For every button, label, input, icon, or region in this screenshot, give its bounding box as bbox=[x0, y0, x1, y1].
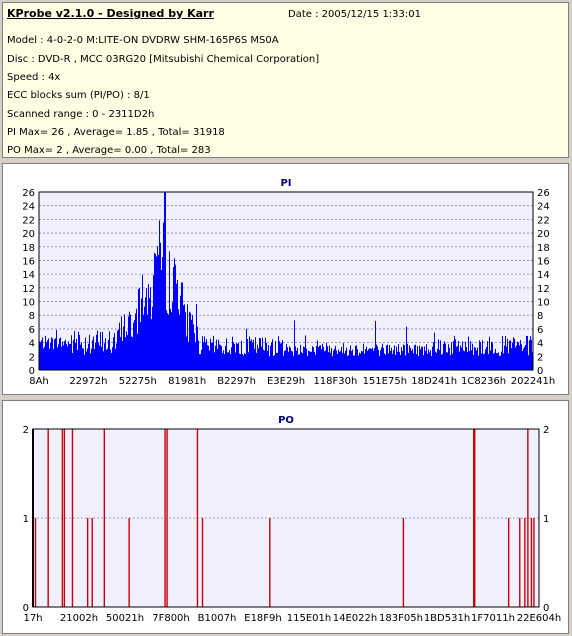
x-tick-label: 1C8236h bbox=[461, 376, 506, 387]
y-tick-label-left: 2 bbox=[23, 425, 29, 436]
pi-chart-panel: 0 0 2 2 4 4 6 6 8 8 10 10 12 12 14 14 16 16 18 18 20 20 22 22 24… bbox=[2, 163, 569, 395]
y-tick-label-right: 2 bbox=[543, 425, 549, 436]
y-tick-label-left: 14 bbox=[22, 270, 35, 281]
x-tick-label: 18D241h bbox=[411, 376, 457, 387]
y-tick-label-right: 0 bbox=[543, 603, 549, 614]
y-tick-label-left: 2 bbox=[29, 352, 35, 363]
y-tick-label-right: 0 bbox=[537, 366, 543, 377]
y-tick-label-left: 4 bbox=[29, 339, 35, 350]
y-tick-label-left: 26 bbox=[22, 188, 35, 199]
x-tick-label: 8Ah bbox=[29, 376, 49, 387]
y-tick-label-left: 22 bbox=[22, 215, 35, 226]
y-tick-label-right: 6 bbox=[537, 325, 543, 336]
y-tick-label-right: 14 bbox=[537, 270, 550, 281]
info-disc: Disc : DVD-R , MCC 03RG20 [Mitsubishi Ch… bbox=[7, 54, 320, 65]
info-po-summary: PO Max= 2 , Average= 0.00 , Total= 283 bbox=[7, 145, 211, 156]
y-tick-label-right: 18 bbox=[537, 243, 550, 254]
x-tick-label: E18F9h bbox=[244, 613, 282, 624]
y-tick-label-right: 1 bbox=[543, 514, 549, 525]
info-model: Model : 4-0-2-0 M:LITE-ON DVDRW SHM-165P… bbox=[7, 35, 279, 46]
y-tick-label-left: 12 bbox=[22, 284, 35, 295]
x-tick-label: 17h bbox=[23, 613, 42, 624]
y-tick-label-left: 0 bbox=[29, 366, 35, 377]
y-tick-label-right: 24 bbox=[537, 202, 550, 213]
y-tick-label-left: 8 bbox=[29, 311, 35, 322]
y-tick-label-left: 1 bbox=[23, 514, 29, 525]
x-tick-label: 52275h bbox=[119, 376, 157, 387]
y-tick-label-right: 16 bbox=[537, 256, 550, 267]
po-chart: 0 0 1 1 2 2 17h 21002h 50021h 7F800h B1007h E18F9h 1… bbox=[23, 415, 562, 624]
x-tick-label: 14E022h bbox=[333, 613, 377, 624]
x-tick-label: 1F7011h bbox=[471, 613, 515, 624]
y-tick-label-right: 26 bbox=[537, 188, 550, 199]
x-tick-label: 151E75h bbox=[363, 376, 407, 387]
y-tick-label-left: 20 bbox=[22, 229, 35, 240]
pi-chart-title: PI bbox=[280, 178, 291, 189]
x-tick-label: 50021h bbox=[106, 613, 144, 624]
y-tick-label-left: 24 bbox=[22, 202, 35, 213]
x-tick-label: 202241h bbox=[511, 376, 556, 387]
x-tick-label: 81981h bbox=[168, 376, 206, 387]
app-title: KProbe v2.1.0 - Designed by Karr bbox=[7, 7, 214, 20]
po-chart-title: PO bbox=[278, 415, 294, 426]
y-tick-label-left: 18 bbox=[22, 243, 35, 254]
info-panel: KProbe v2.1.0 - Designed by Karr Date : … bbox=[2, 2, 569, 158]
x-tick-label: 183F05h bbox=[379, 613, 423, 624]
x-tick-label: 7F800h bbox=[152, 613, 190, 624]
y-tick-label-right: 20 bbox=[537, 229, 550, 240]
y-tick-label-left: 6 bbox=[29, 325, 35, 336]
y-tick-label-left: 16 bbox=[22, 256, 35, 267]
y-tick-label-right: 2 bbox=[537, 352, 543, 363]
y-tick-label-right: 22 bbox=[537, 215, 550, 226]
x-tick-label: B1007h bbox=[198, 613, 237, 624]
x-tick-label: 21002h bbox=[60, 613, 98, 624]
plot-border bbox=[38, 191, 534, 371]
x-tick-label: 118F30h bbox=[313, 376, 357, 387]
y-tick-label-right: 12 bbox=[537, 284, 550, 295]
y-tick-label-right: 10 bbox=[537, 298, 550, 309]
x-tick-label: 22972h bbox=[69, 376, 107, 387]
info-ecc: ECC blocks sum (PI/PO) : 8/1 bbox=[7, 90, 150, 101]
x-tick-label: E3E29h bbox=[267, 376, 305, 387]
x-tick-label: B2297h bbox=[217, 376, 256, 387]
y-tick-label-left: 0 bbox=[23, 603, 29, 614]
info-range: Scanned range : 0 - 2311D2h bbox=[7, 109, 155, 120]
x-tick-label: 22E604h bbox=[517, 613, 561, 624]
info-speed: Speed : 4x bbox=[7, 72, 61, 83]
y-tick-label-right: 8 bbox=[537, 311, 543, 322]
info-pi-summary: PI Max= 26 , Average= 1.85 , Total= 3191… bbox=[7, 127, 225, 138]
scan-date: Date : 2005/12/15 1:33:01 bbox=[288, 9, 421, 20]
y-tick-label-right: 4 bbox=[537, 339, 543, 350]
x-tick-label: 115E01h bbox=[287, 613, 331, 624]
y-tick-label-left: 10 bbox=[22, 298, 35, 309]
x-tick-label: 1BD531h bbox=[424, 613, 470, 624]
po-chart-panel: 0 0 1 1 2 2 17h 21002h 50021h 7F800h B1007h E18F9h 1… bbox=[2, 400, 569, 634]
